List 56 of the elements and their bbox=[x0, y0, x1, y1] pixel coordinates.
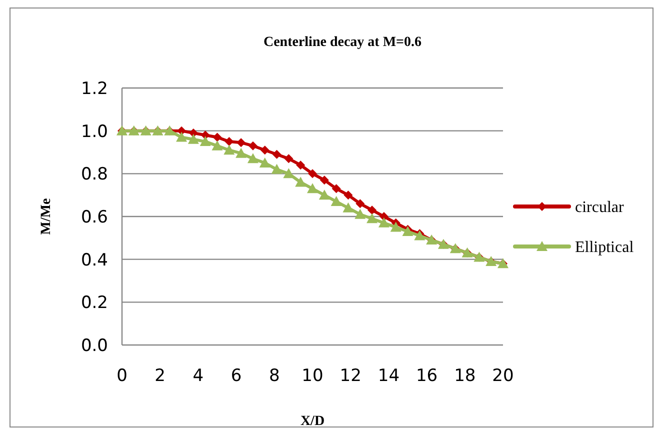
x-tick-label: 16 bbox=[416, 366, 438, 386]
x-tick-label: 4 bbox=[192, 366, 204, 386]
y-tick-label: 1.0 bbox=[80, 122, 108, 142]
point bbox=[200, 136, 211, 146]
y-tick-label: 0.4 bbox=[80, 250, 108, 270]
point bbox=[354, 208, 366, 219]
point bbox=[271, 164, 282, 174]
point bbox=[295, 176, 306, 187]
x-tick-label: 10 bbox=[302, 366, 324, 386]
point bbox=[307, 183, 318, 194]
point bbox=[236, 148, 247, 158]
x-tick-label: 8 bbox=[268, 366, 280, 386]
point bbox=[308, 169, 317, 178]
point bbox=[224, 144, 235, 155]
legend-label: circular bbox=[575, 199, 625, 216]
point bbox=[344, 190, 353, 200]
x-tick-label: 6 bbox=[230, 366, 242, 386]
point bbox=[260, 146, 270, 155]
point bbox=[248, 141, 258, 150]
point bbox=[320, 176, 329, 185]
point bbox=[176, 132, 188, 142]
legend-label: Elliptical bbox=[575, 239, 634, 256]
point bbox=[332, 184, 341, 194]
x-tick-label: 12 bbox=[340, 366, 362, 386]
y-tick-label: 0.8 bbox=[80, 164, 108, 185]
x-tick-label: 20 bbox=[492, 366, 514, 386]
point bbox=[283, 168, 294, 178]
point bbox=[368, 206, 377, 215]
x-axis-title: X/D bbox=[300, 414, 325, 429]
point bbox=[236, 138, 246, 148]
y-tick-label: 0.0 bbox=[80, 336, 108, 356]
point bbox=[259, 157, 270, 168]
point bbox=[212, 140, 223, 150]
point bbox=[378, 217, 390, 228]
y-tick-label: 1.2 bbox=[80, 78, 108, 99]
point bbox=[318, 190, 330, 200]
point bbox=[366, 213, 378, 224]
point bbox=[247, 153, 258, 164]
x-tick-label: 2 bbox=[154, 366, 166, 386]
chart-title: Centerline decay at M=0.6 bbox=[263, 35, 422, 50]
y-tick-label: 0.2 bbox=[80, 293, 108, 314]
point bbox=[342, 202, 354, 212]
point bbox=[284, 154, 294, 164]
x-tick-label: 0 bbox=[116, 366, 128, 386]
x-tick-label: 18 bbox=[454, 366, 476, 386]
point bbox=[188, 134, 199, 144]
point bbox=[330, 196, 342, 206]
point bbox=[356, 199, 365, 208]
point bbox=[224, 137, 234, 146]
x-tick-label: 14 bbox=[378, 366, 400, 386]
y-tick-label: 0.6 bbox=[80, 207, 108, 228]
point bbox=[212, 132, 222, 142]
y-axis-title: M/Me bbox=[39, 198, 54, 235]
point bbox=[390, 222, 402, 232]
point bbox=[296, 160, 306, 170]
point bbox=[272, 150, 282, 159]
